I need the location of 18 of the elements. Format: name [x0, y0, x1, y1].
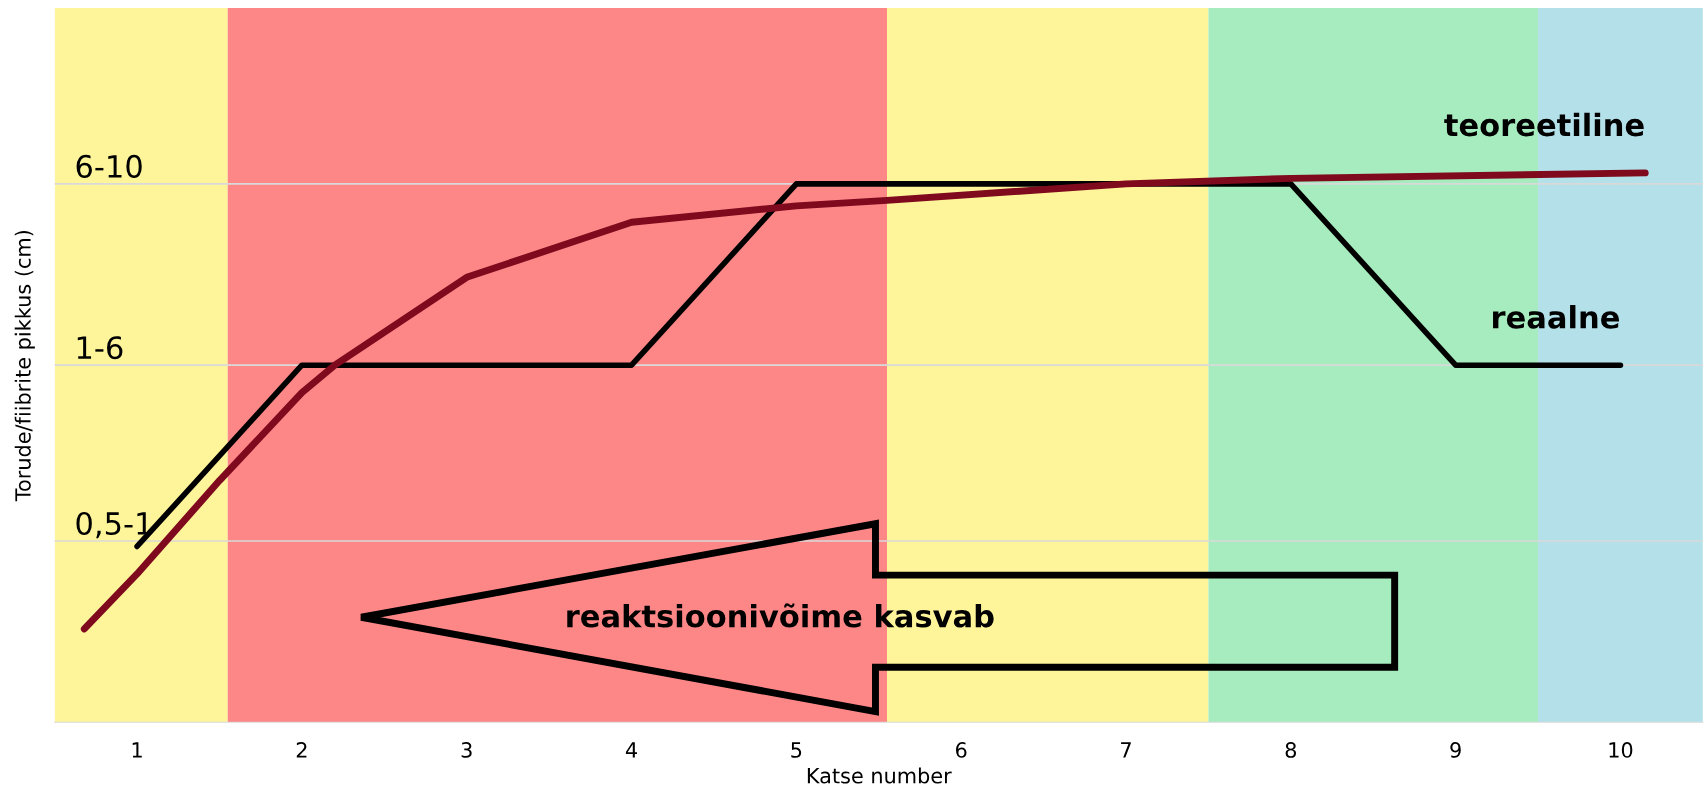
x-axis-title: Katse number	[807, 767, 952, 784]
x-tick-label: 1	[132, 742, 142, 758]
x-tick-label: 4	[625, 742, 637, 758]
series-label: reaalne	[1493, 305, 1619, 329]
y-axis-title: Torude/fiibrite pikkus (cm)	[14, 230, 35, 502]
x-tick-label: 7	[1121, 742, 1131, 758]
annotation: 1-6	[77, 336, 123, 360]
x-tick-label: 2	[296, 742, 307, 758]
x-tick-label: 6	[956, 742, 967, 758]
series-label: teoreetiline	[1444, 112, 1644, 137]
x-tick-label: 3	[461, 742, 472, 758]
x-tick-label: 10	[1609, 742, 1633, 758]
x-tick-label: 5	[791, 742, 802, 758]
annotation: reaktsioonivõime kasvab	[567, 603, 994, 628]
annotation: 6-10	[76, 154, 142, 178]
x-tick-label: 8	[1285, 742, 1297, 758]
annotation: 0,5-1	[76, 511, 151, 539]
x-tick-label: 9	[1450, 742, 1461, 758]
